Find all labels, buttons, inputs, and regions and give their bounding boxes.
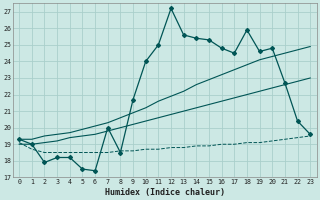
X-axis label: Humidex (Indice chaleur): Humidex (Indice chaleur)	[105, 188, 225, 197]
